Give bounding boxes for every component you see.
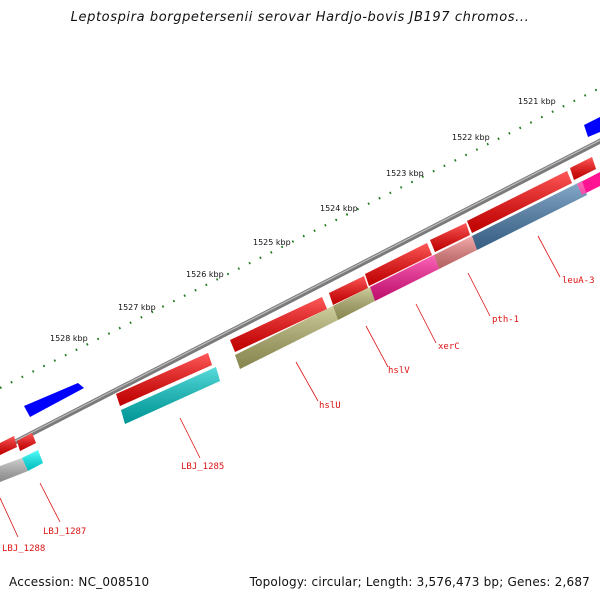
tick-label-1524: 1524 kbp [320, 204, 358, 213]
forward-genes [0, 157, 596, 455]
tick-label-1522: 1522 kbp [452, 133, 490, 142]
tick-label-1521: 1521 kbp [518, 97, 556, 106]
accession-text: Accession: NC_008510 [9, 575, 150, 589]
reverse-feature-right [584, 117, 600, 137]
tick-track-line [0, 87, 600, 389]
reverse-feature-left [24, 383, 84, 417]
tick-label-1527: 1527 kbp [118, 303, 156, 312]
backbone-line [0, 138, 600, 453]
backbone [0, 138, 600, 453]
leader-lines [0, 235, 561, 538]
gene-label-LBJ_1288: LBJ_1288 [2, 544, 45, 554]
genome-summary-text: Topology: circular; Length: 3,576,473 bp… [249, 575, 590, 589]
leader-LBJ_1285 [179, 417, 201, 459]
gene-labels: leuA-3 pth-1 xerC hslV hslU LBJ_1285 LBJ… [2, 276, 595, 554]
gene-label-hslU: hslU [319, 401, 341, 411]
tick-label-1528: 1528 kbp [50, 334, 88, 343]
gene-label-leuA-3: leuA-3 [562, 276, 595, 286]
map-title: Leptospira borgpetersenii serovar Hardjo… [70, 10, 530, 25]
tick-label-1523: 1523 kbp [386, 169, 424, 178]
gene-label-LBJ_1287: LBJ_1287 [43, 527, 86, 537]
tick-label-1525: 1525 kbp [253, 238, 291, 247]
tick-label-1526: 1526 kbp [186, 270, 224, 279]
leader-leuA-3 [537, 235, 561, 278]
reverse-features [24, 117, 600, 417]
leader-hslV [365, 325, 389, 368]
leader-pth-1 [467, 272, 491, 317]
leader-hslU [295, 361, 319, 402]
labelled-genes [0, 172, 600, 482]
gene-label-hslV: hslV [388, 366, 410, 376]
gene-label-LBJ_1285: LBJ_1285 [181, 462, 224, 472]
leader-xerC [415, 303, 437, 344]
leader-LBJ_1288 [0, 497, 19, 538]
leader-LBJ_1287 [39, 482, 61, 523]
gene-label-xerC: xerC [438, 342, 460, 352]
gene-label-pth-1: pth-1 [492, 315, 519, 325]
backbone-highlight [0, 139, 600, 450]
tick-track [0, 87, 600, 389]
kbp-labels: 1521 kbp 1522 kbp 1523 kbp 1524 kbp 1525… [50, 97, 556, 343]
